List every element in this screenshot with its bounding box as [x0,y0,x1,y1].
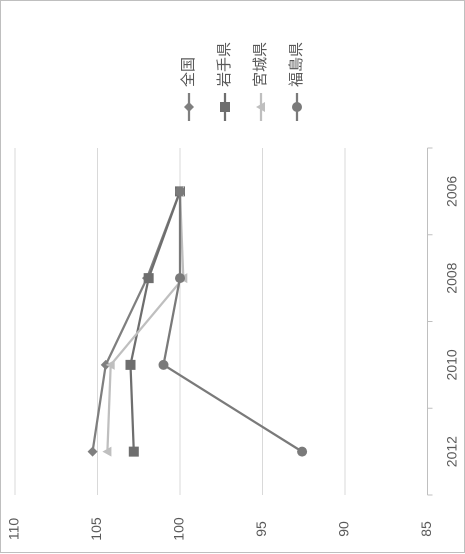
legend-entry: 岩手県 [216,42,233,121]
series-lines [87,186,308,457]
data-point [158,359,169,370]
value-tick-label: 100 [171,517,187,541]
value-tick-label: 110 [6,518,22,541]
series-line [106,191,185,452]
value-tick-label: 85 [418,521,434,537]
value-tick-label: 95 [253,521,269,537]
data-point [297,446,308,457]
data-point [102,446,112,457]
legend-entry: 福島県 [288,42,305,121]
category-tick-label: 2008 [444,262,460,293]
value-tick-label: 90 [336,521,352,537]
data-point [175,273,185,284]
category-tick-label: 2006 [444,176,460,207]
series-line [162,191,303,453]
series-2 [125,186,185,457]
legend-label: 岩手県 [216,42,233,87]
legend-label: 福島県 [288,42,305,87]
legend-marker [256,102,265,112]
axes [427,147,433,496]
category-tick-label: 2012 [444,436,460,467]
gridlines [14,148,428,495]
data-point [87,446,98,457]
data-point [128,446,139,457]
series-4 [158,186,308,457]
data-point [105,359,115,370]
legend-entry: 宮城県 [252,42,269,121]
legend-label: 宮城県 [252,42,269,87]
data-point [143,273,154,284]
legend: 全国 岩手県 宮城県 福島県 [179,42,305,121]
series-1 [87,186,185,457]
legend-entry: 全国 [179,57,197,121]
series-line [129,190,182,452]
legend-marker [184,102,194,112]
legend-marker [292,102,302,112]
value-tick-label: 105 [88,517,104,541]
data-point [125,359,136,370]
series-3 [102,186,188,457]
data-point [175,186,185,197]
tick-labels: 85 90 95 100 105 110 2006 2008 2010 2012 [6,176,460,541]
legend-marker [220,102,230,112]
legend-label: 全国 [179,57,197,87]
category-tick-label: 2010 [444,349,460,380]
